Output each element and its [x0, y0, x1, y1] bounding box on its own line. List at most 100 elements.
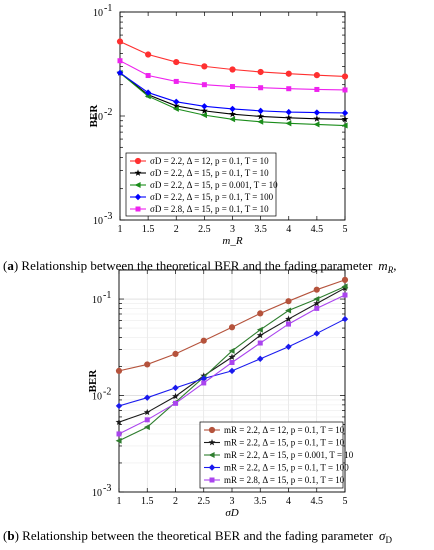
data-point — [173, 98, 180, 105]
legend-marker — [208, 452, 215, 458]
data-point — [313, 72, 320, 79]
data-point — [341, 109, 349, 117]
series-5 — [117, 58, 348, 93]
data-point — [342, 87, 348, 93]
y-tick-exponent: -2 — [103, 387, 111, 398]
data-point — [172, 105, 179, 112]
data-point — [286, 321, 291, 327]
data-point — [313, 286, 320, 293]
series-3 — [116, 69, 348, 129]
data-point — [201, 63, 208, 70]
x-tick-label: 5 — [343, 224, 348, 235]
data-point — [256, 331, 264, 339]
legend-marker — [209, 477, 215, 483]
x-tick-label: 1 — [117, 496, 122, 507]
y-tick-exponent: -1 — [104, 3, 112, 14]
legend-marker — [134, 169, 142, 176]
data-point — [115, 367, 123, 374]
data-point — [200, 337, 207, 344]
data-point — [313, 115, 321, 122]
data-point — [143, 424, 150, 431]
caption-b: (b) Relationship between the theoretical… — [3, 528, 392, 545]
data-point — [173, 78, 179, 84]
series-5 — [116, 292, 348, 437]
data-point — [172, 384, 179, 392]
x-tick-label: 3.5 — [254, 224, 267, 235]
x-axis-label: m_R — [222, 235, 242, 247]
legend-marker — [208, 426, 216, 434]
data-point — [172, 102, 180, 109]
legend-label: σD = 2.2, Δ = 15, p = 0.001, T = 10 — [150, 180, 278, 190]
data-point — [285, 343, 292, 350]
data-point — [258, 85, 264, 91]
data-point — [173, 58, 180, 66]
data-point — [257, 68, 264, 76]
data-point — [200, 112, 207, 119]
x-tick-label: 4.5 — [311, 496, 324, 507]
data-point — [115, 418, 123, 426]
data-point — [313, 330, 320, 337]
data-point — [228, 353, 236, 361]
x-tick-label: 2.5 — [198, 496, 211, 507]
data-point — [341, 315, 349, 323]
data-point — [116, 38, 124, 45]
x-tick-label: 4.5 — [311, 224, 324, 235]
data-point — [228, 324, 236, 331]
legend-label: σD = 2.2, Δ = 15, p = 0.1, T = 10 — [150, 168, 269, 178]
axes-frame — [118, 269, 346, 493]
x-tick-label: 4 — [286, 496, 291, 507]
y-axis-label: BER — [87, 369, 99, 393]
legend: σD = 2.2, Δ = 12, p = 0.1, T = 10 σD = 2.… — [125, 152, 278, 217]
legend-box — [199, 421, 344, 489]
data-point — [145, 51, 152, 58]
legend-label: σD = 2.8, Δ = 15, p = 0.1, T = 10 — [150, 204, 269, 214]
data-point — [285, 298, 292, 305]
data-point — [201, 103, 208, 110]
data-point — [201, 380, 207, 386]
legend: mR = 2.2, Δ = 12, p = 0.1, T = 10 mR = 2.… — [199, 421, 354, 489]
data-point — [144, 394, 151, 401]
data-point — [229, 66, 236, 73]
data-point — [144, 93, 151, 100]
data-point — [144, 89, 152, 96]
data-point — [145, 73, 151, 79]
data-point — [172, 392, 179, 400]
x-tick-label: 1.5 — [141, 496, 154, 507]
data-point — [172, 350, 179, 358]
y-axis-label: BER — [88, 104, 100, 128]
data-point — [285, 114, 293, 121]
data-point — [341, 276, 349, 283]
legend-marker — [134, 193, 142, 201]
legend-label: mR = 2.2, Δ = 15, p = 0.1, T = 10 — [224, 438, 345, 448]
data-point — [144, 417, 150, 423]
series-4 — [115, 315, 349, 410]
y-tick-label: 10 — [93, 112, 103, 123]
data-point — [285, 120, 292, 127]
data-point — [285, 108, 292, 116]
data-point — [286, 86, 292, 92]
data-point — [257, 107, 264, 115]
data-point — [285, 307, 292, 314]
series-4 — [116, 69, 349, 117]
x-tick-label: 5 — [343, 496, 348, 507]
data-point — [115, 437, 122, 444]
y-tick-exponent: -1 — [103, 290, 111, 301]
y-tick-label: 10 — [92, 488, 102, 499]
data-point — [201, 82, 207, 88]
data-point — [257, 310, 264, 317]
y-tick-label: 10 — [93, 8, 103, 19]
series-3 — [115, 283, 348, 444]
data-point — [341, 122, 348, 129]
x-tick-label: 3 — [230, 224, 235, 235]
data-point — [230, 84, 235, 90]
data-point — [228, 367, 236, 375]
x-tick-label: 3.5 — [254, 496, 267, 507]
data-point — [228, 347, 235, 354]
y-tick-label: 10 — [92, 295, 102, 306]
data-point — [313, 109, 321, 116]
data-point — [229, 110, 236, 118]
data-point — [285, 315, 292, 322]
legend-marker — [208, 438, 216, 446]
